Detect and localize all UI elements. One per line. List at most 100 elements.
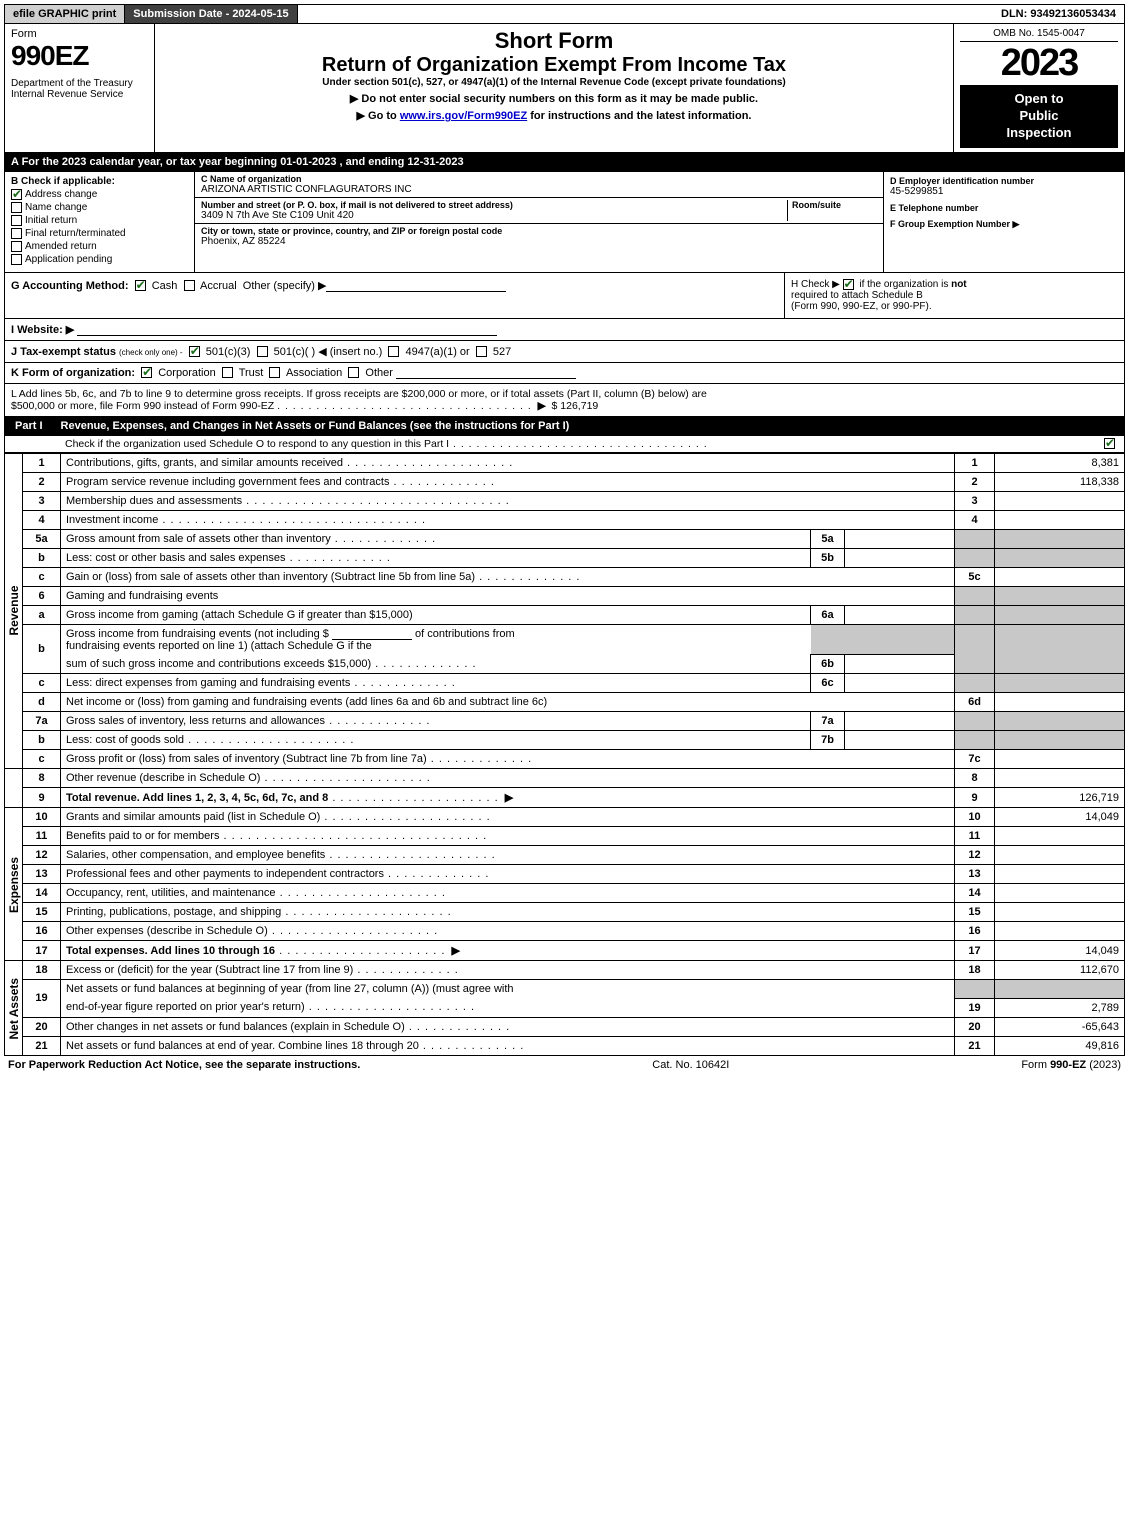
h-not: not: [951, 279, 967, 290]
h-line2: required to attach Schedule B: [791, 290, 923, 301]
open-to-public: Open to Public Inspection: [960, 85, 1118, 148]
instr2-pre: ▶ Go to: [357, 110, 400, 122]
instr2-post: for instructions and the latest informat…: [527, 110, 751, 122]
table-row: 4 Investment income 4: [5, 510, 1125, 529]
l-amount: $ 126,719: [552, 400, 599, 412]
checkbox-final-return[interactable]: [11, 228, 22, 239]
table-row: 19 Net assets or fund balances at beginn…: [5, 980, 1125, 999]
g-accrual: Accrual: [200, 280, 237, 292]
l-text2: $500,000 or more, file Form 990 instead …: [11, 400, 274, 412]
checkbox-address-change[interactable]: [11, 189, 22, 200]
org-name: ARIZONA ARTISTIC CONFLAGURATORS INC: [201, 184, 877, 195]
table-row: a Gross income from gaming (attach Sched…: [5, 605, 1125, 624]
org-street: 3409 N 7th Ave Ste C109 Unit 420: [201, 210, 787, 221]
k-assoc: Association: [286, 367, 342, 379]
table-row: 7a Gross sales of inventory, less return…: [5, 712, 1125, 731]
k-label: K Form of organization:: [11, 367, 135, 379]
j-o1: 501(c)(3): [206, 346, 251, 358]
website-field[interactable]: [77, 324, 497, 336]
return-title: Return of Organization Exempt From Incom…: [161, 54, 947, 77]
k-corp: Corporation: [158, 367, 215, 379]
checkbox-4947[interactable]: [388, 346, 399, 357]
revenue-tab: Revenue: [5, 453, 23, 769]
b-app-pending: Application pending: [25, 255, 112, 266]
section-h: H Check ▶ if the organization is not req…: [784, 273, 1124, 318]
open1: Open to: [966, 91, 1112, 108]
checkbox-app-pending[interactable]: [11, 254, 22, 265]
checkbox-cash[interactable]: [135, 280, 146, 291]
footer-mid: Cat. No. 10642I: [652, 1059, 729, 1071]
table-row: b Less: cost of goods sold 7b: [5, 731, 1125, 750]
omb-cell: OMB No. 1545-0047 2023 Open to Public In…: [954, 24, 1124, 152]
table-row: 5a Gross amount from sale of assets othe…: [5, 529, 1125, 548]
submission-date: Submission Date - 2024-05-15: [125, 5, 297, 23]
form-label-cell: Form 990EZ Department of the Treasury In…: [5, 24, 155, 152]
section-k: K Form of organization: Corporation Trus…: [4, 363, 1125, 384]
table-row: d Net income or (loss) from gaming and f…: [5, 693, 1125, 712]
checkbox-part1-scho[interactable]: [1104, 438, 1115, 449]
d-label: D Employer identification number: [890, 176, 1118, 186]
part1-sub: Check if the organization used Schedule …: [4, 436, 1125, 453]
g-other: Other (specify) ▶: [243, 280, 327, 292]
g-other-field[interactable]: [326, 280, 506, 292]
i-label: I Website: ▶: [11, 324, 74, 336]
checkbox-trust[interactable]: [222, 367, 233, 378]
table-row: 13 Professional fees and other payments …: [5, 865, 1125, 884]
table-row: c Less: direct expenses from gaming and …: [5, 674, 1125, 693]
line-desc: Contributions, gifts, grants, and simila…: [66, 457, 343, 469]
j-label: J Tax-exempt status: [11, 346, 116, 358]
checkbox-other-org[interactable]: [348, 367, 359, 378]
section-b: B Check if applicable: Address change Na…: [5, 172, 195, 272]
irs-link[interactable]: www.irs.gov/Form990EZ: [400, 110, 527, 122]
table-row: Revenue 1 Contributions, gifts, grants, …: [5, 453, 1125, 472]
checkbox-501c3[interactable]: [189, 346, 200, 357]
table-row: 21 Net assets or fund balances at end of…: [5, 1036, 1125, 1055]
c-room-label: Room/suite: [792, 200, 877, 210]
section-c: C Name of organization ARIZONA ARTISTIC …: [195, 172, 884, 272]
checkbox-name-change[interactable]: [11, 202, 22, 213]
contrib-field[interactable]: [332, 628, 412, 640]
title-cell: Short Form Return of Organization Exempt…: [155, 24, 954, 152]
short-form-title: Short Form: [161, 28, 947, 54]
dept-treasury: Department of the Treasury: [11, 78, 148, 89]
section-bcdef: B Check if applicable: Address change Na…: [4, 172, 1125, 272]
checkbox-initial-return[interactable]: [11, 215, 22, 226]
omb-number: OMB No. 1545-0047: [960, 28, 1118, 42]
form-header: Form 990EZ Department of the Treasury In…: [4, 24, 1125, 153]
section-g: G Accounting Method: Cash Accrual Other …: [5, 273, 784, 318]
open2: Public: [966, 108, 1112, 125]
footer-left: For Paperwork Reduction Act Notice, see …: [8, 1059, 360, 1071]
efile-label[interactable]: efile GRAPHIC print: [5, 5, 125, 23]
l-dots: [277, 400, 532, 412]
f-label: F Group Exemption Number ▶: [890, 219, 1118, 230]
line-col: 1: [955, 453, 995, 472]
ein-value: 45-5299851: [890, 186, 1118, 197]
table-row: 6 Gaming and fundraising events: [5, 586, 1125, 605]
checkbox-h[interactable]: [843, 279, 854, 290]
row-a: A For the 2023 calendar year, or tax yea…: [4, 153, 1125, 172]
checkbox-501c[interactable]: [257, 346, 268, 357]
b-initial: Initial return: [25, 215, 77, 226]
table-row: 17 Total expenses. Add lines 10 through …: [5, 941, 1125, 961]
under-section: Under section 501(c), 527, or 4947(a)(1)…: [161, 77, 947, 88]
line-num: 1: [23, 453, 61, 472]
section-gh: G Accounting Method: Cash Accrual Other …: [4, 272, 1125, 319]
lines-table: Revenue 1 Contributions, gifts, grants, …: [4, 453, 1125, 1056]
line-amount: 8,381: [995, 453, 1125, 472]
j-o3: 4947(a)(1) or: [406, 346, 470, 358]
checkbox-527[interactable]: [476, 346, 487, 357]
table-row: 14 Occupancy, rent, utilities, and maint…: [5, 884, 1125, 903]
b-amended: Amended return: [25, 241, 97, 252]
checkbox-accrual[interactable]: [184, 280, 195, 291]
table-row: Expenses 10 Grants and similar amounts p…: [5, 808, 1125, 827]
checkbox-amended[interactable]: [11, 241, 22, 252]
part1-sub-text: Check if the organization used Schedule …: [65, 438, 449, 450]
expenses-tab: Expenses: [5, 808, 23, 961]
section-l: L Add lines 5b, 6c, and 7b to line 9 to …: [4, 384, 1125, 417]
j-sub: (check only one) -: [119, 348, 183, 357]
open3: Inspection: [966, 125, 1112, 142]
k-other-field[interactable]: [396, 367, 576, 379]
checkbox-corp[interactable]: [141, 367, 152, 378]
part1-header: Part I Revenue, Expenses, and Changes in…: [4, 417, 1125, 436]
checkbox-assoc[interactable]: [269, 367, 280, 378]
